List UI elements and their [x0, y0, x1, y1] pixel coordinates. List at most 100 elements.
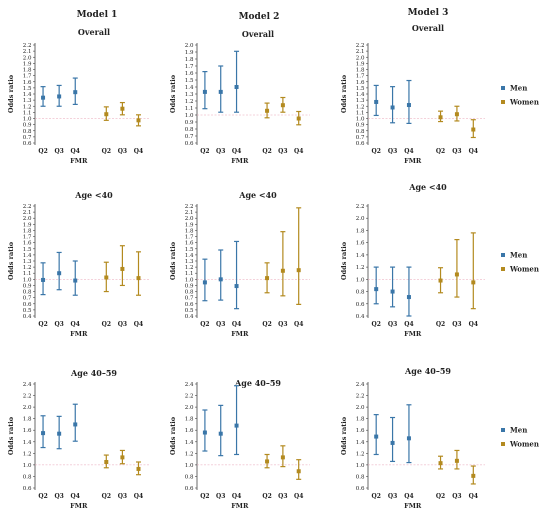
- odds-ratio-point: [296, 268, 301, 273]
- y-tick-label: 2.0: [356, 405, 365, 411]
- x-tick-label: Q4: [71, 493, 80, 500]
- y-tick-label: 0.7: [185, 296, 194, 302]
- panel-title: Age <40: [408, 182, 447, 192]
- y-tick-label: 1.8: [185, 417, 194, 423]
- x-tick-label: Q4: [469, 493, 478, 500]
- x-tick-label: Q4: [232, 321, 241, 328]
- x-tick-label: Q4: [71, 148, 80, 155]
- x-tick-label: Q4: [71, 321, 80, 328]
- odds-ratio-point: [41, 95, 46, 100]
- y-tick-label: 2.1: [356, 49, 365, 55]
- y-axis-label: Odds ratio: [169, 241, 177, 280]
- y-tick-label: 1.0: [356, 463, 365, 469]
- odds-ratio-point: [390, 440, 395, 445]
- y-tick-label: 1.4: [356, 253, 365, 259]
- odds-ratio-point: [218, 431, 223, 436]
- odds-ratio-point: [73, 278, 78, 283]
- y-tick-label: 1.2: [185, 265, 194, 271]
- x-tick-label: Q3: [388, 493, 397, 500]
- chart-panel: Age 40–59 0.6 0.8 1.0 1.2 1.4 1.6 1.8 2.0 2.2 2.4 O…: [7, 368, 150, 510]
- y-tick-label: 0.8: [185, 474, 194, 480]
- x-tick-label: Q3: [216, 148, 225, 155]
- y-tick-label: 1.6: [185, 428, 194, 434]
- y-tick-label: 1.0: [23, 117, 32, 123]
- y-tick-label: 1.8: [356, 68, 365, 74]
- y-tick-label: 2.1: [23, 49, 32, 55]
- y-tick-label: 1.7: [356, 74, 365, 80]
- x-tick-label: Q2: [436, 493, 445, 500]
- y-axis-label: Odds ratio: [7, 74, 15, 113]
- y-axis-label: Odds ratio: [340, 241, 348, 280]
- x-tick-label: Q2: [38, 148, 47, 155]
- odds-ratio-point: [73, 90, 78, 95]
- panel-title: Age <40: [238, 190, 277, 200]
- y-tick-label: 0.9: [185, 283, 194, 289]
- odds-ratio-point: [296, 116, 301, 121]
- y-tick-label: 1.4: [23, 92, 32, 98]
- y-tick-label: 1.2: [185, 451, 194, 457]
- odds-ratio-point: [136, 466, 141, 471]
- y-tick-label: 1.5: [23, 247, 32, 253]
- x-tick-label: Q4: [232, 148, 241, 155]
- y-tick-label: 0.4: [185, 314, 194, 320]
- y-tick-label: 1.1: [185, 271, 194, 277]
- odds-ratio-point: [390, 105, 395, 110]
- odds-ratio-point: [104, 275, 109, 280]
- odds-ratio-point: [438, 115, 443, 120]
- y-tick-label: 1.8: [185, 228, 194, 234]
- odds-ratio-point: [57, 94, 62, 99]
- y-tick-label: 2.2: [356, 394, 365, 400]
- odds-ratio-point: [202, 89, 207, 94]
- odds-ratio-point: [454, 112, 459, 117]
- panel-title: Overall: [412, 23, 444, 33]
- y-tick-label: 0.8: [23, 290, 32, 296]
- y-tick-label: 1.8: [185, 57, 194, 63]
- y-tick-label: 2.0: [185, 216, 194, 222]
- odds-ratio-point: [234, 85, 239, 89]
- odds-ratio-point: [374, 434, 379, 439]
- legend-label: Women: [509, 440, 539, 449]
- y-tick-label: 1.4: [356, 92, 365, 98]
- x-axis-label: FMR: [70, 330, 88, 338]
- x-tick-label: Q3: [388, 148, 397, 155]
- odds-ratio-point: [73, 422, 78, 427]
- y-tick-label: 1.7: [23, 74, 32, 80]
- x-axis-label: FMR: [70, 502, 88, 510]
- y-tick-label: 0.8: [356, 290, 365, 296]
- x-tick-label: Q4: [134, 321, 143, 328]
- x-tick-label: Q3: [118, 321, 127, 328]
- odds-ratio-point: [454, 458, 459, 463]
- y-tick-label: 0.7: [356, 135, 365, 141]
- y-tick-label: 1.0: [356, 277, 365, 283]
- odds-ratio-point: [120, 266, 125, 271]
- odds-ratio-point: [406, 295, 411, 300]
- x-tick-label: Q3: [54, 493, 63, 500]
- y-tick-label: 0.6: [356, 486, 365, 492]
- x-axis-label: FMR: [404, 330, 422, 338]
- y-tick-label: 2.2: [185, 204, 194, 210]
- odds-ratio-point: [438, 461, 443, 466]
- x-tick-label: Q3: [118, 148, 127, 155]
- x-axis-label: FMR: [70, 157, 88, 165]
- y-tick-label: 1.9: [23, 61, 32, 67]
- y-tick-label: 1.0: [23, 463, 32, 469]
- odds-ratio-point: [234, 423, 239, 428]
- legend-swatch: [501, 442, 505, 446]
- odds-ratio-point: [280, 103, 285, 108]
- y-tick-label: 1.4: [185, 440, 194, 446]
- y-tick-label: 0.9: [356, 123, 365, 129]
- chart-panel: Age 40–59 0.6 0.8 1.0 1.2 1.4 1.6 1.8 2.0 2.2 2.4 O…: [340, 366, 539, 510]
- y-tick-label: 1.8: [23, 228, 32, 234]
- legend-swatch: [501, 86, 505, 90]
- y-tick-label: 2.2: [356, 204, 365, 210]
- odds-ratio-point: [202, 280, 207, 285]
- y-tick-label: 2.4: [356, 382, 365, 388]
- chart-panel: Overall 0.60.70.80.91.01.11.21.31.41.51.6…: [169, 29, 310, 165]
- odds-ratio-point: [265, 108, 270, 113]
- y-tick-label: 1.6: [356, 241, 365, 247]
- odds-ratio-point: [265, 276, 270, 281]
- odds-ratio-point: [57, 271, 62, 276]
- odds-ratio-point: [41, 277, 46, 282]
- y-tick-label: 0.9: [23, 283, 32, 289]
